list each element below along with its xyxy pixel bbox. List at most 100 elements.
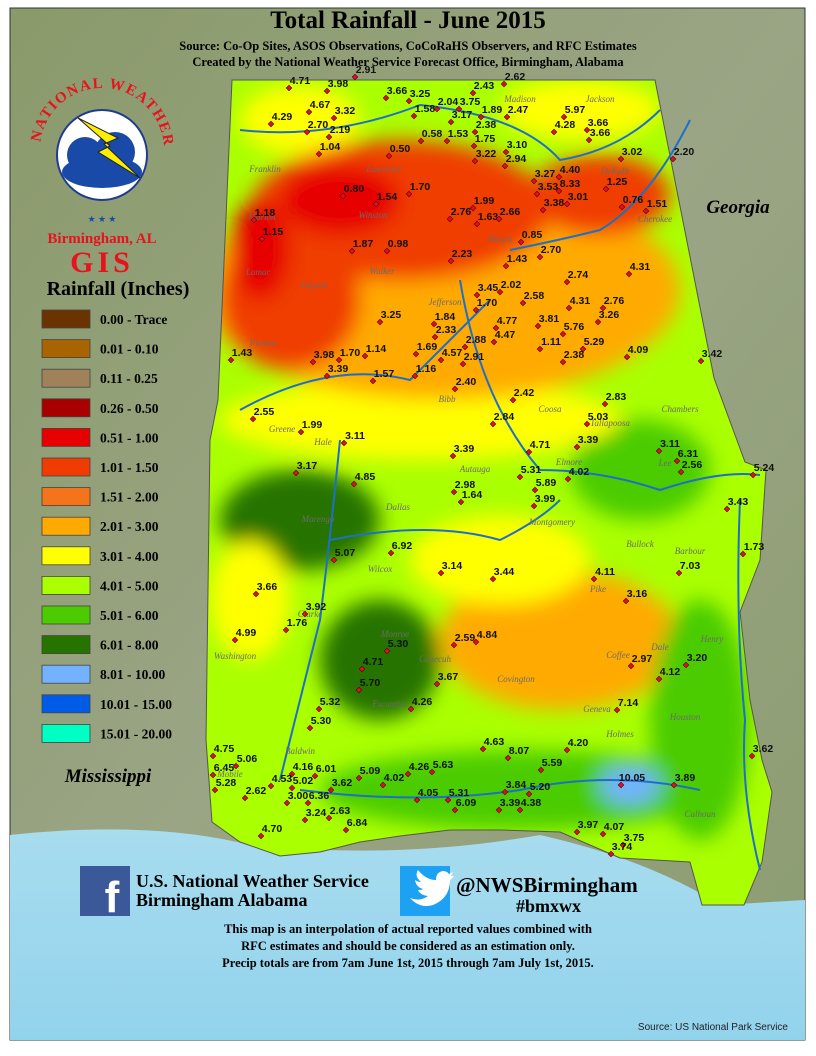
station-dot: [564, 475, 572, 483]
county-label: Barbour: [675, 546, 706, 556]
county-label: Baldwin: [285, 746, 316, 756]
station-value: 4.53: [272, 773, 293, 785]
source-line: Source: Co-Op Sites, ASOS Observations, …: [179, 39, 637, 53]
station-value: 3.45: [478, 282, 499, 294]
legend-label: 5.01 - 6.00: [100, 608, 159, 623]
station-value: 4.85: [355, 471, 376, 483]
twitter-handle: @NWSBirmingham: [456, 873, 638, 897]
station-dot: [555, 173, 563, 181]
station-dot: [502, 262, 510, 270]
county-label: Pickens: [249, 338, 278, 348]
station-value: 0.98: [388, 238, 409, 250]
station-value: 2.62: [246, 785, 267, 797]
station-value: 2.58: [524, 290, 545, 302]
county-label: Winston: [358, 210, 388, 220]
station-value: 3.26: [599, 309, 620, 321]
county-label: Blount: [488, 234, 512, 244]
station-dot: [473, 220, 481, 228]
station-value: 4.57: [442, 347, 463, 359]
station-value: 3.42: [702, 348, 723, 360]
station-value: 5.70: [360, 677, 381, 689]
station-dot: [490, 338, 498, 346]
legend-label: 8.01 - 10.00: [100, 667, 165, 682]
station-dot: [451, 385, 459, 393]
station-value: 4.05: [418, 787, 439, 799]
legend: 0.00 - Trace 0.01 - 0.10 0.11 - 0.25 0.26 -…: [41, 309, 172, 743]
county-label: Wilcox: [368, 564, 393, 574]
logo-gis: GIS: [70, 246, 134, 279]
county-label: Jackson: [586, 94, 615, 104]
station-value: 5.20: [530, 781, 551, 793]
station-dot: [327, 786, 335, 794]
river: [299, 779, 701, 799]
station-dot: [501, 162, 509, 170]
facebook-place: Birmingham Alabama: [136, 890, 308, 910]
station-dot: [617, 155, 625, 163]
station-dot: [292, 469, 300, 477]
station-value: 2.83: [606, 391, 627, 403]
station-value: 5.30: [388, 638, 409, 650]
station-dot: [443, 137, 451, 145]
station-value: 3.99: [535, 493, 556, 505]
station-dot: [670, 781, 678, 789]
legend-swatch: [41, 576, 91, 595]
station-value: 3.53: [538, 181, 559, 193]
twitter-block: @NWSBirmingham #bmxwx: [400, 866, 638, 916]
station-dot: [372, 200, 380, 208]
station-value: 3.02: [622, 146, 643, 158]
station-value: 1.57: [374, 368, 395, 380]
legend-swatch: [41, 339, 91, 359]
station-dot: [433, 680, 441, 688]
station-dot: [348, 247, 356, 255]
station-dot: [594, 318, 602, 326]
legend-title: Rainfall (Inches): [47, 278, 190, 300]
station-dot: [517, 238, 525, 246]
field-blob: [280, 165, 400, 235]
river: [459, 279, 761, 492]
station-value: 1.70: [410, 181, 431, 193]
station-value: 1.75: [475, 133, 496, 145]
station-dot: [536, 345, 544, 353]
county-label: Greene: [269, 424, 295, 434]
station-dot: [267, 120, 275, 128]
station-dot: [682, 661, 690, 669]
station-dot: [495, 806, 503, 814]
station-dot: [607, 850, 615, 858]
field-blob: [320, 600, 440, 720]
station-value: 3.39: [578, 434, 599, 446]
station-value: 1.84: [435, 311, 456, 323]
county-label: Calhoun: [684, 809, 716, 819]
station-value: 5.09: [360, 765, 381, 777]
station-dot: [355, 686, 363, 694]
station-value: 0.76: [623, 194, 644, 206]
station-value: 2.84: [494, 411, 515, 423]
facebook-icon[interactable]: [80, 866, 130, 916]
station-dot: [471, 157, 479, 165]
station-dot: [677, 468, 685, 476]
station-dot: [249, 415, 257, 423]
station-value: 3.62: [332, 777, 353, 789]
station-dot: [382, 94, 390, 102]
county-label: Coffee: [606, 650, 630, 660]
station-dot: [495, 215, 503, 223]
station-value: 5.31: [449, 787, 470, 799]
station-dot: [430, 320, 438, 328]
station-value: 4.09: [628, 344, 649, 356]
station-value: 1.58: [415, 103, 436, 115]
facebook-glyph: f: [105, 873, 120, 922]
station-dot: [618, 203, 626, 211]
legend-label: 6.01 - 8.00: [100, 638, 159, 653]
station-value: 3.66: [257, 581, 278, 593]
station-dot: [470, 142, 478, 150]
station-dot: [283, 799, 291, 807]
station-dot: [351, 73, 359, 81]
station-value: 3.66: [590, 127, 611, 139]
county-label: Lawrence: [365, 164, 401, 174]
station-value: 4.75: [214, 743, 235, 755]
legend-label: 0.11 - 0.25: [100, 371, 158, 386]
station-dot: [539, 206, 547, 214]
station-value: 2.56: [682, 459, 703, 471]
station-value: 1.70: [477, 297, 498, 309]
station-value: 1.16: [416, 363, 437, 375]
twitter-tag: #bmxwx: [516, 896, 581, 916]
